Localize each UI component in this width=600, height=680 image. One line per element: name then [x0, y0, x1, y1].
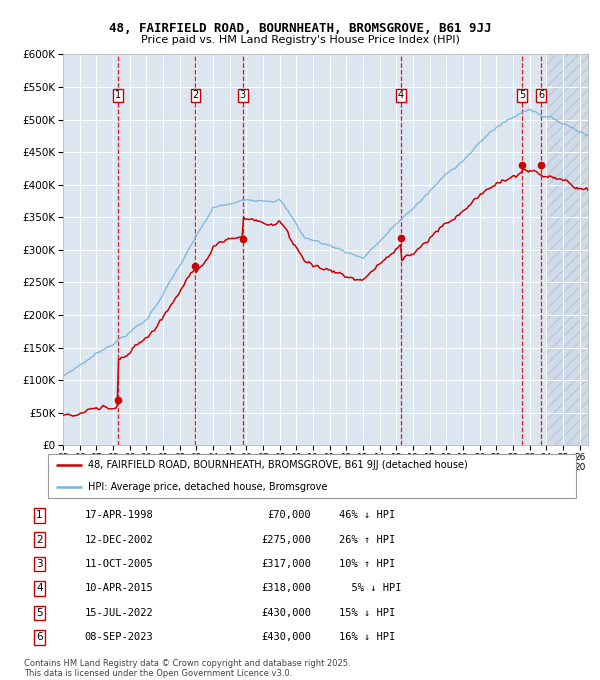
Text: 1: 1 — [36, 511, 43, 520]
Text: 10-APR-2015: 10-APR-2015 — [85, 583, 154, 594]
Text: 11-OCT-2005: 11-OCT-2005 — [85, 559, 154, 569]
Text: 6: 6 — [36, 632, 43, 642]
Text: 5: 5 — [519, 90, 525, 101]
Text: £430,000: £430,000 — [261, 608, 311, 618]
Text: 48, FAIRFIELD ROAD, BOURNHEATH, BROMSGROVE, B61 9JJ: 48, FAIRFIELD ROAD, BOURNHEATH, BROMSGRO… — [109, 22, 491, 35]
Text: 26% ↑ HPI: 26% ↑ HPI — [338, 534, 395, 545]
Text: £430,000: £430,000 — [261, 632, 311, 642]
Text: 5% ↓ HPI: 5% ↓ HPI — [338, 583, 401, 594]
Text: 2: 2 — [193, 90, 199, 101]
Text: 5: 5 — [36, 608, 43, 618]
Text: 10% ↑ HPI: 10% ↑ HPI — [338, 559, 395, 569]
Text: £70,000: £70,000 — [267, 511, 311, 520]
Text: 46% ↓ HPI: 46% ↓ HPI — [338, 511, 395, 520]
Text: 12-DEC-2002: 12-DEC-2002 — [85, 534, 154, 545]
Text: 6: 6 — [538, 90, 544, 101]
Text: 1: 1 — [115, 90, 121, 101]
Text: 16% ↓ HPI: 16% ↓ HPI — [338, 632, 395, 642]
Text: 3: 3 — [36, 559, 43, 569]
Text: 17-APR-1998: 17-APR-1998 — [85, 511, 154, 520]
Text: 08-SEP-2023: 08-SEP-2023 — [85, 632, 154, 642]
Text: 3: 3 — [240, 90, 246, 101]
Text: £317,000: £317,000 — [261, 559, 311, 569]
Text: Price paid vs. HM Land Registry's House Price Index (HPI): Price paid vs. HM Land Registry's House … — [140, 35, 460, 46]
Text: 4: 4 — [398, 90, 404, 101]
Text: 48, FAIRFIELD ROAD, BOURNHEATH, BROMSGROVE, B61 9JJ (detached house): 48, FAIRFIELD ROAD, BOURNHEATH, BROMSGRO… — [88, 460, 467, 471]
Text: HPI: Average price, detached house, Bromsgrove: HPI: Average price, detached house, Brom… — [88, 481, 327, 492]
Bar — [547, 54, 588, 445]
Text: 2: 2 — [36, 534, 43, 545]
Text: £318,000: £318,000 — [261, 583, 311, 594]
Text: Contains HM Land Registry data © Crown copyright and database right 2025.
This d: Contains HM Land Registry data © Crown c… — [24, 658, 350, 678]
Text: 15-JUL-2022: 15-JUL-2022 — [85, 608, 154, 618]
Text: 4: 4 — [36, 583, 43, 594]
Text: £275,000: £275,000 — [261, 534, 311, 545]
Text: 15% ↓ HPI: 15% ↓ HPI — [338, 608, 395, 618]
